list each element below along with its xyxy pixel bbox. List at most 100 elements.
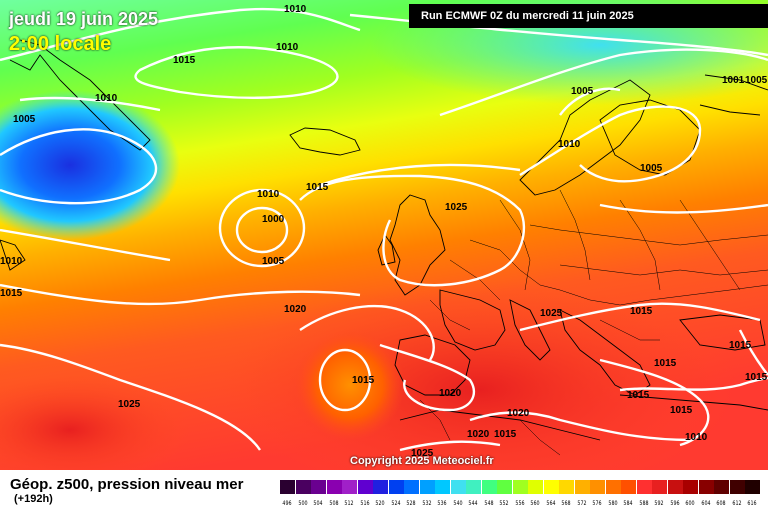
scale-label: 588 <box>638 500 649 507</box>
scale-swatch <box>466 480 481 494</box>
scale-label: 532 <box>421 500 432 507</box>
isobar-label: 1015 <box>494 429 517 440</box>
coastlines <box>0 39 768 441</box>
scale-swatch <box>497 480 512 494</box>
scale-swatch <box>435 480 450 494</box>
isobar-label: 1010 <box>284 4 307 15</box>
scale-swatch <box>559 480 574 494</box>
scale-label: 548 <box>483 500 494 507</box>
scale-swatch <box>543 480 559 494</box>
scale-swatch <box>667 480 683 494</box>
scale-label: 516 <box>359 500 370 507</box>
isobar-label: 1015 <box>0 288 23 299</box>
forecast-date: jeudi 19 juin 2025 <box>9 9 159 29</box>
scale-swatch <box>605 480 621 494</box>
scale-label: 604 <box>700 500 711 507</box>
isobar-label: 1015 <box>352 375 375 386</box>
scale-label: 608 <box>716 500 726 507</box>
scale-label: 544 <box>468 500 478 507</box>
scale-swatch <box>698 480 714 494</box>
scale-label: 576 <box>592 500 602 507</box>
forecast-hour: (+192h) <box>14 493 53 505</box>
scale-swatch <box>574 480 590 494</box>
scale-label: 552 <box>499 500 509 507</box>
cold-low-greenland <box>0 90 180 240</box>
scale-label: 524 <box>390 500 401 507</box>
isobar-label: 1020 <box>284 304 307 315</box>
isobar-label: 1020 <box>507 408 530 419</box>
scale-swatch <box>342 480 357 494</box>
isobar-label: 1015 <box>630 306 653 317</box>
scale-swatch <box>590 480 605 494</box>
isobar-label: 1015 <box>670 405 693 416</box>
borders <box>419 189 768 456</box>
scale-swatch <box>528 480 543 494</box>
chart-caption: Géop. z500, pression niveau mer <box>10 476 244 493</box>
scale-label: 564 <box>545 500 556 507</box>
isobar-label: 1015 <box>654 358 677 369</box>
scale-label: 572 <box>576 500 587 507</box>
scale-label: 580 <box>607 500 618 507</box>
scale-swatch <box>481 480 497 494</box>
isobar-label: 1025 <box>445 202 468 213</box>
scale-swatch <box>404 480 419 494</box>
scale-swatch <box>280 480 295 494</box>
map-canvas: 1010 1010 1015 1010 1005 1010 1015 1010 … <box>0 0 768 470</box>
isobar-label: 1015 <box>306 182 329 193</box>
scale-label: 560 <box>530 500 540 507</box>
scale-label: 568 <box>561 500 571 507</box>
isobar-label: 1015 <box>173 55 196 66</box>
scale-swatch <box>311 480 326 494</box>
scale-label: 556 <box>514 500 525 507</box>
isobar-label: 1010 <box>685 432 708 443</box>
isobar-label: 1015 <box>745 372 768 383</box>
isobar-label: 1015 <box>627 390 650 401</box>
run-info-box: Run ECMWF 0Z du mercredi 11 juin 2025 <box>409 4 768 28</box>
warm-zone-iberia <box>295 330 405 440</box>
isobar-lines <box>0 7 768 452</box>
isobar-label: 1005 <box>13 114 36 125</box>
scale-swatch <box>295 480 311 494</box>
scale-swatch <box>357 480 373 494</box>
scale-label: 496 <box>282 500 292 507</box>
warm-zone-atlantic <box>0 375 190 470</box>
scale-label: 512 <box>344 500 354 507</box>
scale-label: 500 <box>297 500 308 507</box>
scale-label: 584 <box>623 500 633 507</box>
scale-label: 536 <box>437 500 447 507</box>
scale-swatch <box>512 480 528 494</box>
scale-swatch <box>714 480 729 494</box>
isobar-label: 1005 <box>745 75 768 86</box>
scale-label: 612 <box>731 500 742 507</box>
isobar-label: 1015 <box>729 340 752 351</box>
scale-swatch <box>326 480 342 494</box>
scale-label: 508 <box>328 500 339 507</box>
scale-swatch <box>373 480 388 494</box>
isobar-label: 1000 <box>262 214 285 225</box>
scale-swatch <box>652 480 667 494</box>
isobar-label: 1025 <box>118 399 141 410</box>
scale-swatch <box>450 480 466 494</box>
isobar-label: 1005 <box>571 86 594 97</box>
isobar-label: 1010 <box>558 139 581 150</box>
isobar-label: 1010 <box>95 93 118 104</box>
scale-swatch <box>683 480 698 494</box>
scale-label: 504 <box>313 500 323 507</box>
scale-label: 528 <box>406 500 416 507</box>
scale-label: 592 <box>654 500 664 507</box>
scale-swatch <box>388 480 404 494</box>
scale-label: 520 <box>375 500 385 507</box>
scale-swatch <box>419 480 435 494</box>
scale-swatch <box>729 480 745 494</box>
copyright-text: Copyright 2025 Meteociel.fr <box>350 455 494 467</box>
isobar-label: 1025 <box>540 308 563 319</box>
isobar-label: 1010 <box>276 42 299 53</box>
scale-swatch <box>636 480 652 494</box>
isobar-labels: 1010 1010 1015 1010 1005 1010 1015 1010 … <box>0 4 768 459</box>
isobar-label: 1025 <box>411 448 434 459</box>
forecast-local-time: 2:00 locale <box>9 33 112 55</box>
scale-swatch <box>745 480 760 494</box>
isobar-label: 1020 <box>439 388 462 399</box>
scale-label: 540 <box>452 500 463 507</box>
